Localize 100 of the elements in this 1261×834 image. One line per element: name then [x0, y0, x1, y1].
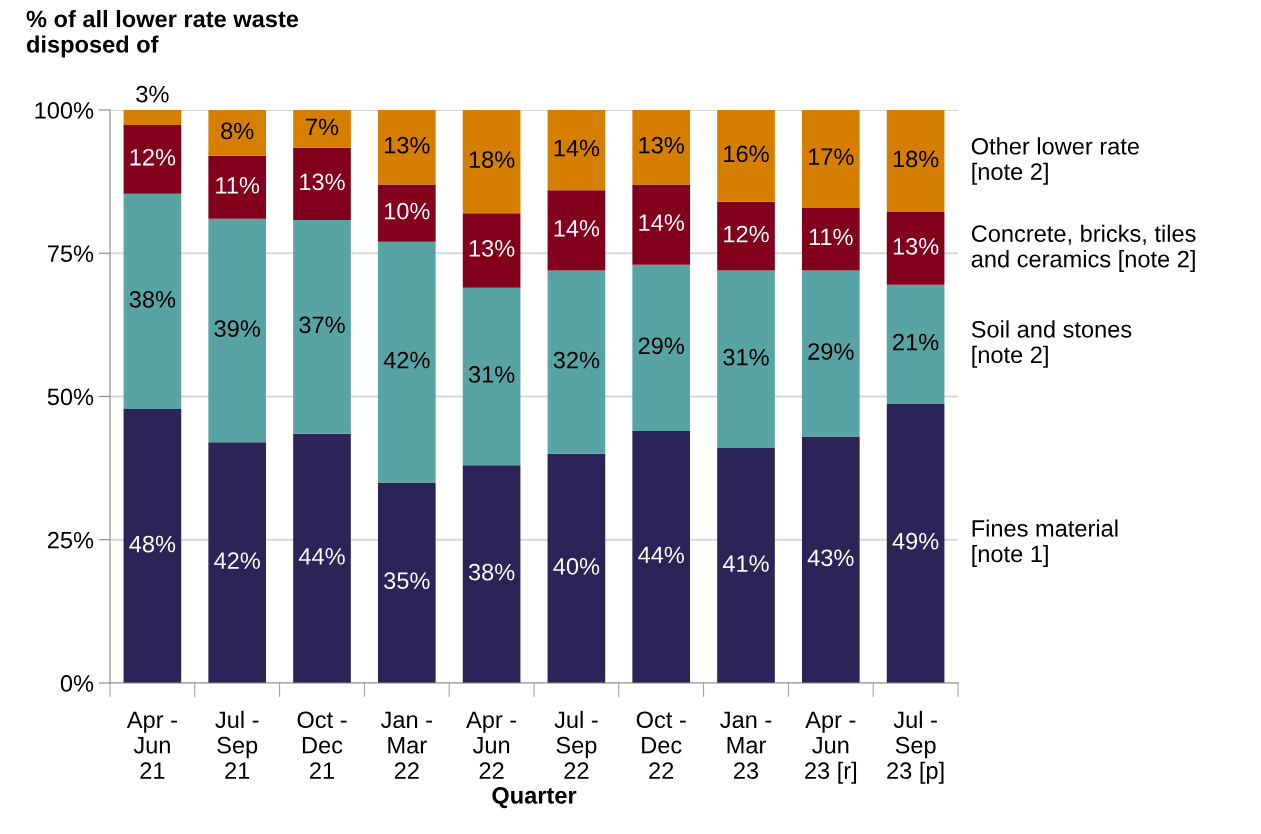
- x-tick-label: Oct - Dec 22: [636, 711, 686, 779]
- data-label: 42%: [214, 552, 260, 569]
- data-label: 13%: [639, 136, 684, 154]
- x-tick-label: Apr - Jun 22: [466, 711, 517, 779]
- data-label: 43%: [807, 549, 854, 567]
- bar: [462, 110, 521, 214]
- data-label: 42%: [383, 351, 430, 369]
- bar: [801, 110, 860, 208]
- data-label: 29%: [638, 337, 684, 355]
- data-label: 7%: [306, 118, 339, 136]
- bar: [293, 220, 351, 434]
- y-tick-label: 100%: [35, 102, 94, 119]
- data-label: 11%: [809, 228, 853, 246]
- bar: [293, 433, 351, 683]
- data-label: 18%: [469, 151, 515, 168]
- bar: [377, 184, 436, 242]
- data-label: 48%: [129, 535, 176, 553]
- bar: [377, 241, 436, 483]
- data-label: 3%: [136, 85, 169, 103]
- data-label: 49%: [892, 532, 939, 550]
- data-label: 17%: [808, 148, 854, 165]
- bar: [632, 184, 691, 265]
- bar: [462, 213, 521, 288]
- bar: [717, 448, 775, 683]
- x-tick-label: Jul - Sep 21: [215, 710, 259, 779]
- bar: [462, 287, 521, 466]
- bar: [462, 465, 521, 683]
- bar: [123, 124, 182, 194]
- data-label: 10%: [384, 202, 430, 220]
- bar: [717, 270, 775, 449]
- x-tick-label: Jan - Mar 23: [720, 711, 772, 779]
- data-label: 38%: [129, 291, 176, 308]
- bar: [801, 270, 860, 437]
- bar: [123, 193, 182, 410]
- data-label: 12%: [130, 148, 176, 166]
- bar: [547, 453, 606, 683]
- bar: [886, 284, 945, 404]
- bar: [717, 110, 775, 202]
- y-tick-label: 50%: [47, 388, 94, 406]
- data-label: 38%: [468, 563, 515, 581]
- bar: [547, 270, 606, 454]
- data-label: 12%: [724, 225, 769, 243]
- data-label: 32%: [553, 351, 600, 369]
- data-label: 16%: [724, 145, 769, 163]
- series-label: Fines material [note 1]: [972, 519, 1118, 567]
- data-label: 18%: [893, 150, 939, 168]
- x-tick-label: Jul - Sep 23 [p]: [887, 710, 944, 784]
- data-label: 13%: [300, 173, 345, 191]
- bar: [208, 218, 267, 443]
- data-label: 13%: [469, 240, 515, 257]
- data-label: 21%: [893, 333, 939, 351]
- x-tick-label: Oct - Dec 21: [297, 711, 347, 779]
- data-label: 11%: [216, 177, 260, 194]
- y-tick-label: 75%: [47, 245, 94, 263]
- bar: [547, 110, 606, 191]
- bar: [717, 201, 775, 271]
- data-label: 13%: [384, 136, 430, 154]
- data-label: 40%: [553, 558, 600, 575]
- bar: [293, 147, 351, 221]
- x-tick-label: Apr - Jun 23 [r]: [805, 711, 857, 784]
- series-label: Concrete, bricks, tiles and ceramics [note 2]: [971, 224, 1196, 273]
- data-label: 14%: [639, 214, 684, 231]
- y-tick-label: 0%: [60, 675, 94, 692]
- bar: [208, 110, 267, 156]
- data-label: 14%: [554, 220, 600, 237]
- bar: [632, 264, 691, 431]
- bar: [801, 207, 860, 271]
- data-label: 44%: [298, 548, 345, 565]
- data-label: 31%: [723, 348, 769, 366]
- bar: [123, 409, 182, 683]
- y-tick-label: 25%: [47, 531, 94, 549]
- series-label: Soil and stones [note 2]: [971, 320, 1132, 368]
- data-label: 35%: [384, 572, 430, 590]
- bar: [632, 110, 691, 185]
- bar: [886, 403, 945, 683]
- bar: [293, 110, 351, 148]
- bar: [208, 442, 267, 683]
- bar: [886, 110, 945, 212]
- data-label: 8%: [221, 122, 254, 140]
- data-label: 13%: [893, 238, 939, 255]
- bar: [632, 430, 691, 683]
- x-tick-label: Jul - Sep 22: [554, 710, 598, 779]
- bar: [801, 436, 860, 683]
- bar: [123, 110, 182, 125]
- bar: [377, 482, 436, 683]
- y-axis-title: % of all lower rate waste disposed of: [26, 10, 299, 58]
- bar: [208, 155, 267, 219]
- data-label: 39%: [214, 320, 260, 337]
- data-label: 31%: [468, 366, 515, 383]
- bar: [377, 110, 436, 185]
- bar: [547, 190, 606, 271]
- data-label: 41%: [722, 555, 769, 572]
- series-label: Other lower rate [note 2]: [971, 137, 1139, 185]
- data-label: 29%: [808, 343, 854, 360]
- data-label: 44%: [638, 546, 684, 564]
- data-label: 14%: [554, 139, 600, 157]
- data-label: 37%: [299, 316, 345, 334]
- x-axis-title: Quarter: [492, 787, 577, 809]
- bar: [886, 211, 945, 285]
- x-tick-label: Jan - Mar 22: [380, 711, 432, 779]
